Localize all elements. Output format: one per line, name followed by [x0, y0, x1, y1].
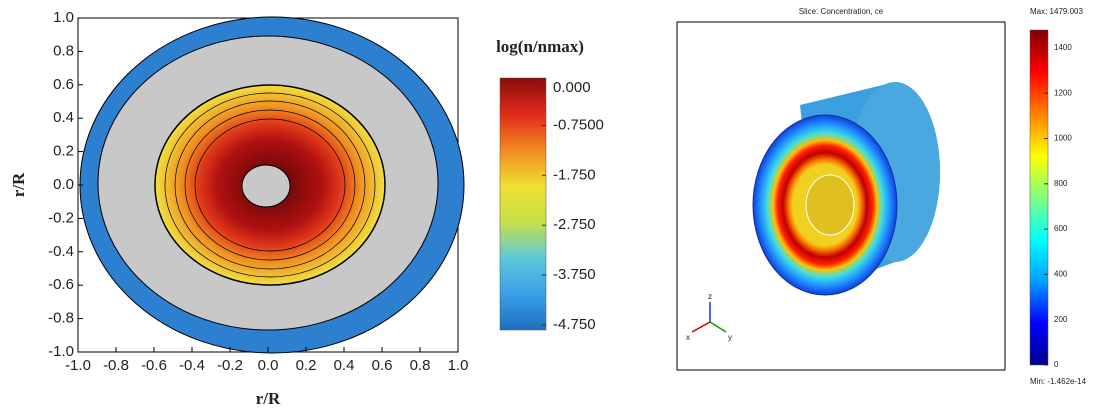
colorbar-tick-label: 400: [1054, 270, 1068, 279]
surface-plot: [677, 22, 1005, 370]
colorbar-tick-label: 1400: [1054, 43, 1072, 52]
x-tick-label: 0.2: [296, 357, 317, 374]
inner-hole: [806, 175, 854, 235]
colorbar-title: log(n/nmax): [496, 37, 584, 56]
colorbar-tick-label: -2.750: [553, 216, 596, 233]
x-tick-label: -0.6: [141, 357, 167, 374]
colorbar-tick-label: -3.750: [553, 266, 596, 283]
x-tick-label: 0.0: [258, 357, 279, 374]
y-tick-label: 1.0: [53, 9, 74, 26]
y-tick-label: -0.6: [48, 276, 74, 293]
x-tick-label: 0.8: [410, 357, 431, 374]
y-tick-label: 0.0: [53, 176, 74, 193]
center-hole: [242, 165, 290, 207]
colorbar: [1030, 30, 1048, 365]
min-label: Min: -1.462e-14: [1030, 377, 1087, 386]
colorbar: [500, 78, 546, 330]
x-tick-label: -0.4: [179, 357, 205, 374]
colorbar-tick-label: 1200: [1054, 88, 1072, 97]
figure: -1.0 -0.8 -0.6 -0.4 -0.2 0.0 0.2 0.4 0.6 0.8 1.0 -1…: [0, 0, 1108, 415]
colorbar-tick-label: 600: [1054, 224, 1068, 233]
x-tick-label: 1.0: [448, 357, 469, 374]
y-tick-label: -1.0: [48, 343, 74, 360]
colorbar-tick-label: 800: [1054, 179, 1068, 188]
colorbar-tick-label: -4.750: [553, 316, 596, 333]
contour-plot: [78, 17, 464, 353]
colorbar-tick-label: 200: [1054, 315, 1068, 324]
y-tick-label: -0.4: [48, 243, 74, 260]
x-tick-label: -0.8: [103, 357, 129, 374]
axis-triad-label: z: [708, 292, 712, 301]
x-axis-label: r/R: [256, 389, 281, 408]
y-tick-label: -0.2: [48, 209, 74, 226]
axis-triad-label: y: [728, 333, 732, 342]
axis-triad-label: x: [686, 333, 690, 342]
x-tick-label: -0.2: [217, 357, 243, 374]
y-tick-label: 0.6: [53, 76, 74, 93]
y-tick-label: 0.4: [53, 109, 74, 126]
y-tick-label: -0.8: [48, 310, 74, 327]
x-tick-label: 0.4: [334, 357, 355, 374]
y-tick-label: 0.8: [53, 42, 74, 59]
y-tick-label: 0.2: [53, 143, 74, 160]
max-label: Max: 1479.003: [1030, 7, 1083, 16]
x-tick-label: 0.6: [372, 357, 393, 374]
colorbar-tick-label: -1.750: [553, 166, 596, 183]
colorbar-tick-label: 0.000: [553, 79, 591, 96]
colorbar-tick-label: -0.7500: [553, 116, 604, 133]
chart-title: Slice: Concentration, ce: [799, 7, 884, 16]
y-axis-label: r/R: [9, 172, 28, 197]
colorbar-tick-label: 1000: [1054, 134, 1072, 143]
colorbar-tick-label: 0: [1054, 360, 1059, 369]
